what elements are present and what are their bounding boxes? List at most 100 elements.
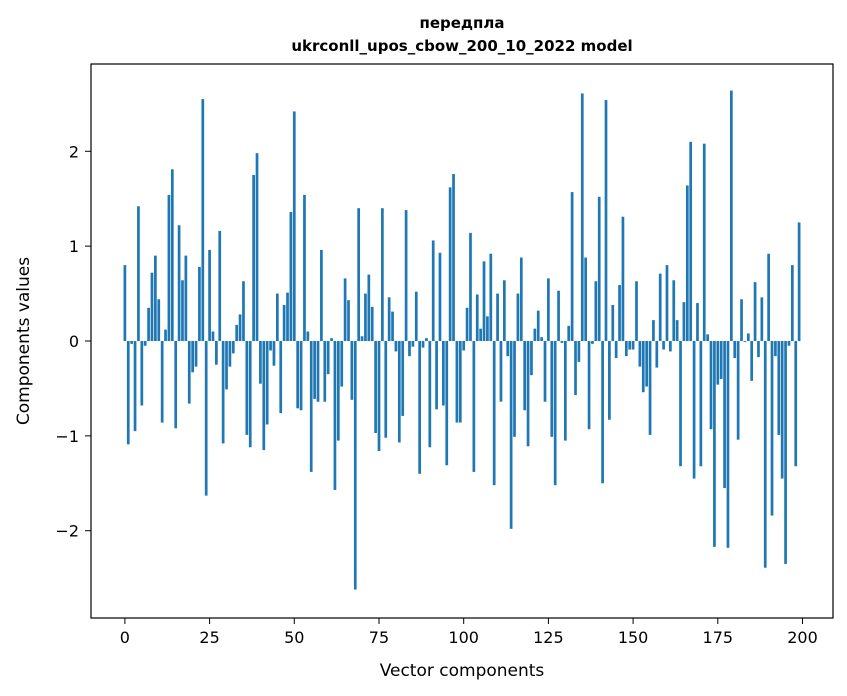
bar-component-87 bbox=[418, 341, 421, 474]
bar-component-15 bbox=[174, 341, 178, 429]
bars-group bbox=[123, 90, 801, 590]
bar-component-137 bbox=[587, 341, 591, 430]
bar-component-162 bbox=[672, 280, 676, 341]
bar-component-80 bbox=[394, 341, 398, 352]
bar-component-135 bbox=[580, 93, 584, 341]
bar-component-12 bbox=[164, 329, 167, 341]
bar-component-117 bbox=[519, 257, 523, 341]
bar-component-49 bbox=[289, 211, 293, 341]
bar-component-61 bbox=[330, 338, 333, 341]
bar-component-163 bbox=[675, 320, 679, 341]
bar-component-134 bbox=[577, 341, 581, 362]
bar-component-63 bbox=[336, 341, 340, 441]
bar-component-140 bbox=[597, 196, 601, 341]
bar-component-188 bbox=[760, 297, 764, 341]
bar-component-126 bbox=[550, 341, 554, 437]
bar-component-131 bbox=[567, 325, 571, 341]
bar-component-89 bbox=[425, 338, 428, 341]
bar-component-3 bbox=[133, 341, 137, 432]
bar-component-62 bbox=[333, 341, 337, 490]
bar-component-112 bbox=[503, 280, 506, 341]
bar-component-190 bbox=[767, 253, 770, 341]
bar-component-136 bbox=[584, 257, 588, 341]
bar-component-113 bbox=[506, 341, 510, 357]
bar-component-197 bbox=[790, 265, 794, 341]
bar-component-187 bbox=[757, 341, 760, 358]
x-tick-label-200: 200 bbox=[787, 628, 818, 647]
bar-component-173 bbox=[709, 341, 713, 430]
bar-component-0 bbox=[123, 265, 127, 341]
bar-component-145 bbox=[614, 341, 618, 359]
bar-component-110 bbox=[496, 293, 499, 341]
bar-component-177 bbox=[723, 341, 726, 489]
y-tick-label--1: −1 bbox=[55, 427, 79, 446]
bar-component-33 bbox=[235, 324, 239, 341]
bar-component-57 bbox=[316, 341, 320, 402]
bar-component-157 bbox=[655, 341, 659, 368]
bar-component-42 bbox=[265, 341, 269, 425]
bar-component-77 bbox=[384, 341, 388, 438]
bar-component-189 bbox=[763, 341, 767, 568]
bar-component-178 bbox=[726, 341, 730, 548]
bar-component-26 bbox=[211, 331, 215, 341]
bar-component-133 bbox=[574, 341, 577, 396]
bar-component-54 bbox=[306, 331, 310, 341]
bar-component-20 bbox=[191, 341, 194, 373]
bar-component-39 bbox=[255, 153, 259, 341]
bar-component-176 bbox=[719, 341, 723, 379]
bar-component-28 bbox=[218, 230, 222, 341]
bar-component-198 bbox=[794, 341, 798, 467]
bar-component-144 bbox=[611, 304, 615, 341]
bar-component-9 bbox=[154, 255, 157, 341]
bar-component-35 bbox=[242, 281, 245, 341]
bar-component-96 bbox=[448, 187, 452, 341]
bar-component-11 bbox=[160, 341, 164, 423]
bar-component-52 bbox=[299, 341, 303, 411]
bar-component-181 bbox=[736, 341, 740, 440]
bar-component-155 bbox=[648, 341, 652, 435]
bar-component-30 bbox=[225, 341, 228, 390]
bar-component-32 bbox=[231, 341, 235, 354]
bar-component-175 bbox=[716, 341, 720, 385]
bar-component-64 bbox=[340, 341, 344, 387]
bar-component-120 bbox=[530, 341, 533, 376]
bar-component-85 bbox=[411, 341, 415, 347]
bar-component-38 bbox=[252, 174, 255, 341]
bar-component-7 bbox=[147, 307, 150, 341]
x-tick-label-175: 175 bbox=[703, 628, 734, 647]
bar-component-130 bbox=[563, 341, 567, 441]
bar-component-147 bbox=[621, 216, 625, 341]
bar-component-45 bbox=[275, 293, 279, 341]
bar-component-2 bbox=[130, 341, 134, 344]
x-tick-label-100: 100 bbox=[448, 628, 479, 647]
bar-component-100 bbox=[462, 341, 466, 351]
bar-component-78 bbox=[387, 297, 391, 341]
bar-component-70 bbox=[360, 336, 364, 341]
bar-component-17 bbox=[181, 280, 184, 341]
bar-component-129 bbox=[560, 341, 564, 343]
chart-title-line-1: передпла bbox=[419, 14, 504, 32]
bar-component-158 bbox=[658, 273, 662, 341]
bar-component-150 bbox=[631, 341, 635, 350]
bar-component-193 bbox=[777, 341, 781, 435]
bar-component-1 bbox=[126, 341, 130, 445]
bar-component-4 bbox=[137, 206, 140, 341]
bar-component-82 bbox=[401, 341, 405, 416]
bar-component-116 bbox=[516, 293, 520, 341]
bar-component-72 bbox=[367, 274, 371, 341]
bar-component-19 bbox=[187, 341, 191, 404]
bar-component-132 bbox=[570, 192, 574, 341]
bar-component-123 bbox=[540, 337, 543, 341]
bar-component-40 bbox=[259, 341, 262, 384]
bar-component-165 bbox=[682, 302, 686, 341]
bar-component-180 bbox=[733, 341, 737, 359]
x-tick-label-0: 0 bbox=[120, 628, 130, 647]
bar-component-196 bbox=[787, 341, 791, 346]
bar-component-128 bbox=[557, 290, 560, 341]
bar-component-94 bbox=[442, 341, 445, 406]
bar-component-106 bbox=[482, 261, 486, 341]
x-tick-label-50: 50 bbox=[284, 628, 304, 647]
bar-component-55 bbox=[309, 341, 313, 472]
bar-component-22 bbox=[198, 267, 201, 341]
bar-component-115 bbox=[513, 341, 516, 437]
